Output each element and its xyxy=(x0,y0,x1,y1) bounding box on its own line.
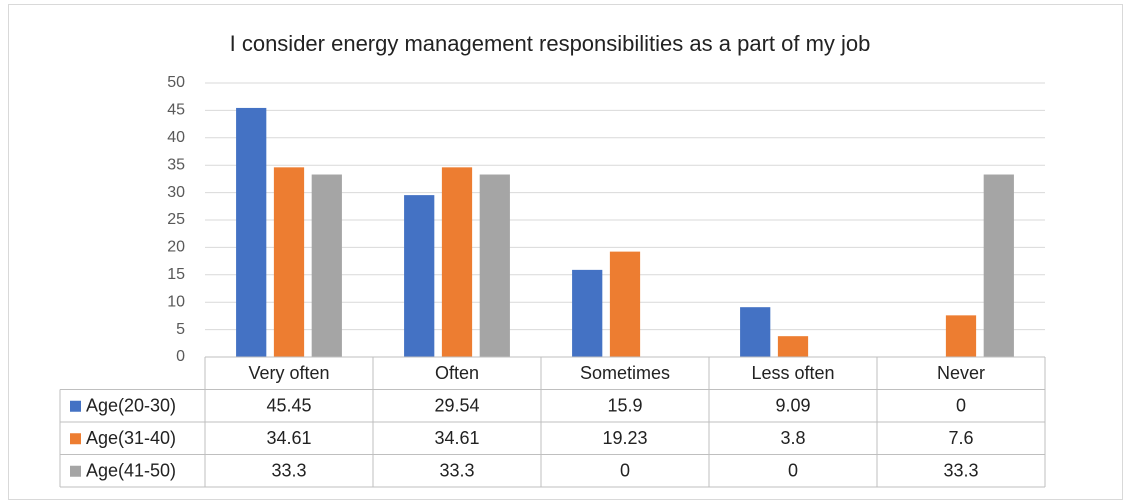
legend-swatch xyxy=(70,465,81,477)
y-tick-label: 45 xyxy=(167,102,185,119)
bar xyxy=(572,269,603,357)
table-value: 29.54 xyxy=(434,396,479,416)
bar xyxy=(740,307,771,357)
table-value: 9.09 xyxy=(775,396,810,416)
y-tick-label: 15 xyxy=(167,266,185,283)
x-tick-label: Less often xyxy=(751,363,834,383)
table-value: 34.61 xyxy=(266,428,311,448)
x-tick-label: Very often xyxy=(248,363,329,383)
y-tick-label: 35 xyxy=(167,156,185,173)
y-tick-label: 25 xyxy=(167,211,185,228)
legend-swatch xyxy=(70,400,81,412)
chart-frame xyxy=(8,4,1123,500)
x-tick-label: Often xyxy=(435,363,479,383)
y-tick-label: 30 xyxy=(167,184,185,201)
table-value: 0 xyxy=(956,396,966,416)
table-value: 7.6 xyxy=(948,428,973,448)
table-value: 19.23 xyxy=(602,428,647,448)
bar xyxy=(311,174,342,357)
y-tick-label: 0 xyxy=(176,348,185,365)
table-value: 0 xyxy=(620,461,630,481)
table-value: 0 xyxy=(788,461,798,481)
bar xyxy=(945,315,977,357)
bar xyxy=(777,336,809,357)
bar xyxy=(441,167,473,357)
table-value: 45.45 xyxy=(266,396,311,416)
y-tick-label: 20 xyxy=(167,239,185,256)
y-tick-label: 5 xyxy=(176,321,185,338)
legend-label: Age(20-30) xyxy=(86,396,176,416)
bar xyxy=(273,167,305,357)
legend-label: Age(31-40) xyxy=(86,428,176,448)
table-value: 33.3 xyxy=(439,461,474,481)
x-tick-label: Sometimes xyxy=(580,363,670,383)
legend-label: Age(41-50) xyxy=(86,461,176,481)
x-tick-label: Never xyxy=(937,363,985,383)
table-value: 33.3 xyxy=(271,461,306,481)
y-tick-label: 50 xyxy=(167,74,185,91)
y-tick-label: 40 xyxy=(167,129,185,146)
table-value: 3.8 xyxy=(780,428,805,448)
bar xyxy=(236,107,267,358)
bar xyxy=(983,174,1014,357)
bar xyxy=(404,195,435,357)
table-value: 34.61 xyxy=(434,428,479,448)
y-tick-label: 10 xyxy=(167,293,185,310)
bar xyxy=(609,251,641,357)
table-value: 15.9 xyxy=(607,396,642,416)
legend-swatch xyxy=(70,433,81,445)
table-value: 33.3 xyxy=(943,461,978,481)
bar xyxy=(479,174,510,357)
chart-title: I consider energy management responsibil… xyxy=(230,31,871,56)
